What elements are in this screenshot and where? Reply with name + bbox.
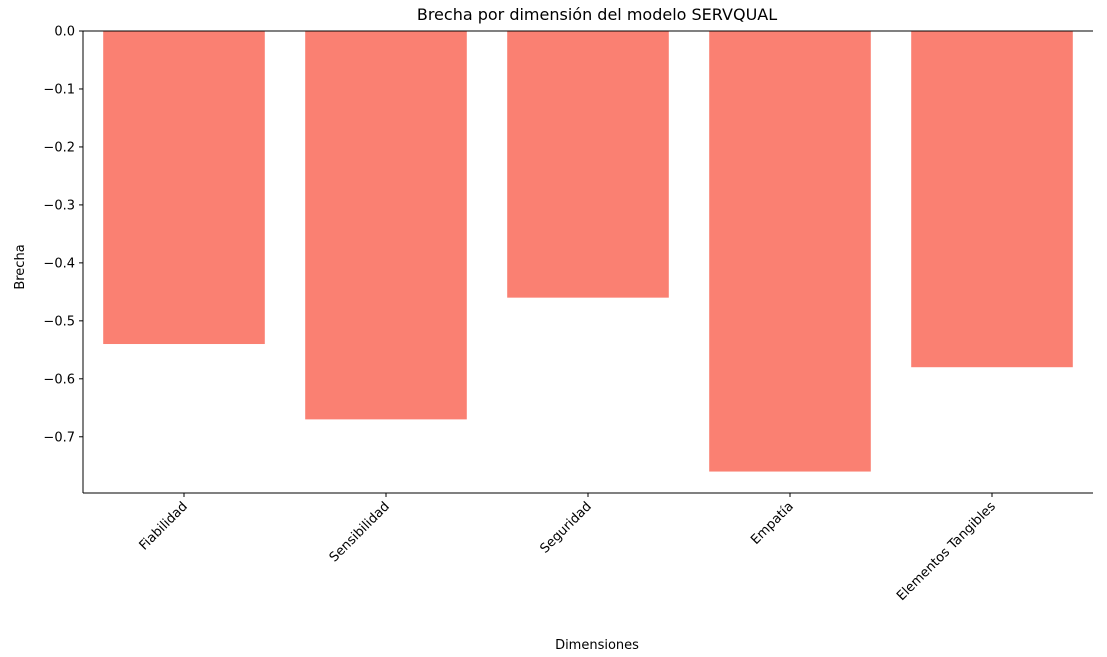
x-axis-label: Dimensiones <box>555 638 639 653</box>
bar-elementos-tangibles <box>911 31 1073 368</box>
y-tick-label: −0.4 <box>43 256 75 271</box>
y-tick-label: −0.3 <box>43 198 75 213</box>
chart-title: Brecha por dimensión del modelo SERVQUAL <box>417 5 777 24</box>
bar-sensibilidad <box>305 31 467 420</box>
y-tick-label: 0.0 <box>54 25 75 40</box>
x-tick-label: Fiabilidad <box>137 499 191 553</box>
y-tick-label: −0.2 <box>43 140 75 155</box>
x-tick-label: Seguridad <box>537 499 594 556</box>
y-tick-label: −0.7 <box>43 430 75 445</box>
x-axis: Fiabilidad Sensibilidad Seguridad Empatía El… <box>83 492 1093 604</box>
bar-seguridad <box>507 31 669 298</box>
bar-empatía <box>709 31 871 472</box>
y-tick-label: −0.6 <box>43 372 75 387</box>
bars-group <box>103 31 1073 472</box>
y-axis-label: Brecha <box>13 244 28 289</box>
bar-fiabilidad <box>103 31 265 345</box>
y-tick-label: −0.1 <box>43 82 75 97</box>
x-tick-label: Sensibilidad <box>327 499 393 565</box>
y-tick-label: −0.5 <box>43 314 75 329</box>
x-tick-label: Elementos Tangibles <box>894 499 999 604</box>
x-tick-label: Empatía <box>748 499 797 548</box>
y-axis: 0.0 −0.1 −0.2 −0.3 −0.4 −0.5 −0.6 −0.7 <box>43 25 1093 493</box>
